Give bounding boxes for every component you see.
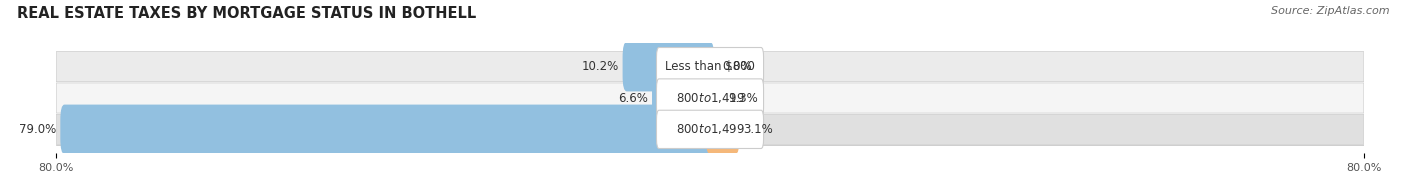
FancyBboxPatch shape — [657, 110, 763, 149]
FancyBboxPatch shape — [657, 47, 763, 86]
Text: Less than $800: Less than $800 — [665, 60, 755, 73]
Text: 10.2%: 10.2% — [581, 60, 619, 73]
Text: 1.3%: 1.3% — [728, 92, 759, 104]
Text: 6.6%: 6.6% — [619, 92, 648, 104]
Text: $800 to $1,499: $800 to $1,499 — [675, 122, 745, 136]
FancyBboxPatch shape — [657, 79, 763, 117]
Text: REAL ESTATE TAXES BY MORTGAGE STATUS IN BOTHELL: REAL ESTATE TAXES BY MORTGAGE STATUS IN … — [17, 6, 477, 21]
FancyBboxPatch shape — [56, 114, 1364, 144]
FancyBboxPatch shape — [706, 105, 740, 154]
Text: Source: ZipAtlas.com: Source: ZipAtlas.com — [1271, 6, 1389, 16]
Text: $800 to $1,499: $800 to $1,499 — [675, 91, 745, 105]
FancyBboxPatch shape — [706, 73, 724, 123]
Text: 0.0%: 0.0% — [723, 60, 752, 73]
FancyBboxPatch shape — [60, 105, 714, 154]
FancyBboxPatch shape — [56, 83, 1364, 113]
FancyBboxPatch shape — [652, 73, 714, 123]
FancyBboxPatch shape — [623, 42, 714, 91]
Text: 3.1%: 3.1% — [744, 123, 773, 136]
FancyBboxPatch shape — [56, 52, 1364, 82]
Text: 79.0%: 79.0% — [20, 123, 56, 136]
